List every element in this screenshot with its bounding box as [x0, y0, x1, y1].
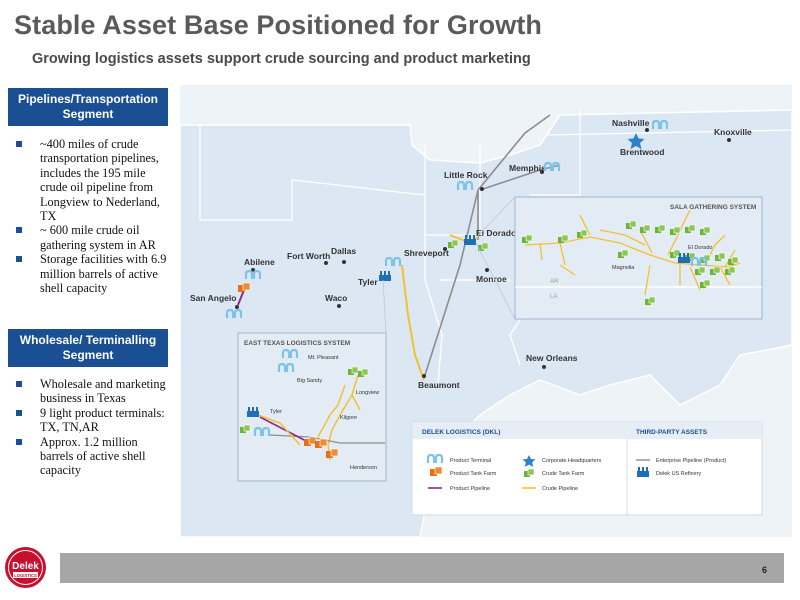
bullet-square-icon — [16, 409, 22, 416]
bullet-square-icon — [16, 227, 22, 234]
bullet-text: Approx. 1.2 million barrels of active sh… — [40, 434, 146, 478]
list-item: ~400 miles of crude transportation pipel… — [14, 137, 172, 223]
map-legend: DELEK LOGISTICS (DKL) THIRD-PARTY ASSETS… — [411, 421, 763, 516]
city-label-beaumont: Beaumont — [418, 380, 460, 390]
footer-bar — [60, 553, 784, 583]
refinery-icon — [379, 271, 391, 281]
city-dot — [645, 128, 649, 132]
etls-product-pipeline — [259, 416, 311, 444]
etls-crude-pipelines — [317, 374, 361, 461]
sala-title: SALA GATHERING SYSTEM — [670, 204, 756, 211]
city-label-san-angelo: San Angelo — [190, 293, 236, 303]
legend-enterprise-pipeline: Enterprise Pipeline (Product) — [656, 458, 726, 464]
page-title: Stable Asset Base Positioned for Growth — [14, 10, 543, 40]
etls-kilgore: Kilgore — [340, 415, 357, 421]
city-label-brentwood: Brentwood — [620, 147, 664, 157]
city-label-abilene: Abilene — [244, 257, 275, 267]
corporate-headquarters-icon — [627, 133, 645, 149]
sala-el-dorado-label: El Dorado — [688, 245, 712, 251]
bullet-text: Storage facilities with 6.9 million barr… — [40, 252, 167, 296]
bullet-square-icon — [16, 438, 22, 445]
wholesale-segment-heading: Wholesale/ Terminalling Segment — [8, 329, 168, 367]
legend-delek-refinery: Delek US Refinery — [656, 471, 701, 477]
legend-product-pipeline: Product Pipeline — [450, 486, 490, 492]
sala-ar-label: AR — [550, 279, 559, 285]
bullet-text: 9 light product terminals: TX, TN,AR — [40, 405, 165, 435]
asset-map: Nashville Knoxville Brentwood Memphis Li… — [180, 85, 792, 537]
page-number: 6 — [762, 565, 768, 575]
delek-logistics-logo: Delek LOGISTICS — [5, 547, 46, 588]
wholesale-bullet-list: Wholesale and marketing business in Texa… — [14, 377, 172, 478]
bullet-text: Wholesale and marketing business in Texa… — [40, 377, 166, 406]
legend-product-tank-farm: Product Tank Farm — [450, 471, 497, 477]
city-label-new-orleans: New Orleans — [526, 353, 578, 363]
sala-gathering-inset: SALA GATHERING SYSTEM AR LA El Dorado Ma… — [475, 196, 763, 320]
city-label-knoxville: Knoxville — [714, 127, 752, 137]
etls-longview: Longview — [356, 390, 379, 396]
legend-corporate-hq: Corporate Headquarters — [542, 458, 602, 464]
product-pipeline-abilene — [237, 289, 245, 306]
city-label-tyler: Tyler — [358, 277, 378, 287]
bullet-square-icon — [16, 256, 22, 263]
etls-title: EAST TEXAS LOGISTICS SYSTEM — [244, 340, 350, 347]
city-label-shreveport: Shreveport — [404, 248, 449, 258]
sala-crude-pipelines — [524, 209, 741, 296]
city-label-nashville: Nashville — [612, 118, 650, 128]
pipelines-bullet-list: ~400 miles of crude transportation pipel… — [14, 137, 172, 295]
list-item: Approx. 1.2 million barrels of active sh… — [14, 435, 172, 478]
etls-refinery-icon — [247, 407, 259, 417]
bullet-text: ~400 miles of crude transportation pipel… — [40, 137, 160, 224]
sala-la-label: LA — [550, 294, 557, 300]
list-item: 9 light product terminals: TX, TN,AR — [14, 406, 172, 435]
etls-mt-pleasant: Mt. Pleasant — [308, 355, 339, 361]
legend-dkl-title: DELEK LOGISTICS (DKL) — [422, 429, 500, 436]
sala-magnolia-label: Magnolia — [612, 265, 635, 271]
list-item: Storage facilities with 6.9 million barr… — [14, 252, 172, 295]
city-label-dallas: Dallas — [331, 246, 356, 256]
etls-tyler: Tyler — [270, 409, 282, 415]
refinery-icon — [464, 235, 476, 245]
list-item: ~ 600 mile crude oil gathering system in… — [14, 223, 172, 252]
city-label-fort-worth: Fort Worth — [287, 251, 330, 261]
logo-subtext: LOGISTICS — [14, 573, 37, 578]
logo-text: Delek — [12, 561, 39, 572]
bullet-square-icon — [16, 381, 22, 387]
legend-refinery-icon — [637, 467, 649, 477]
list-item: Wholesale and marketing business in Texa… — [14, 377, 172, 406]
east-texas-inset: EAST TEXAS LOGISTICS SYSTEM Mt. Pleasant… — [237, 279, 387, 482]
page-subtitle: Growing logistics assets support crude s… — [32, 51, 531, 67]
legend-crude-pipeline: Crude Pipeline — [542, 486, 578, 492]
etls-henderson: Henderson — [350, 465, 377, 471]
bullet-square-icon — [16, 141, 22, 147]
bullet-text: ~ 600 mile crude oil gathering system in… — [40, 223, 156, 252]
city-label-waco: Waco — [325, 293, 347, 303]
crude-pipeline-main — [401, 264, 425, 381]
city-label-little-rock: Little Rock — [444, 170, 488, 180]
etls-big-sandy: Big Sandy — [297, 378, 322, 384]
legend-crude-tank-farm: Crude Tank Farm — [542, 471, 585, 477]
city-label-el-dorado: El Dorado — [476, 228, 516, 238]
legend-third-title: THIRD-PARTY ASSETS — [636, 429, 708, 436]
sala-refinery-icon — [678, 253, 690, 263]
legend-hq-icon — [522, 455, 536, 467]
legend-product-terminal: Product Terminal — [450, 458, 491, 464]
city-label-memphis: Memphis — [509, 163, 546, 173]
pipelines-segment-heading: Pipelines/Transportation Segment — [8, 88, 168, 126]
city-label-monroe: Monroe — [476, 274, 507, 284]
